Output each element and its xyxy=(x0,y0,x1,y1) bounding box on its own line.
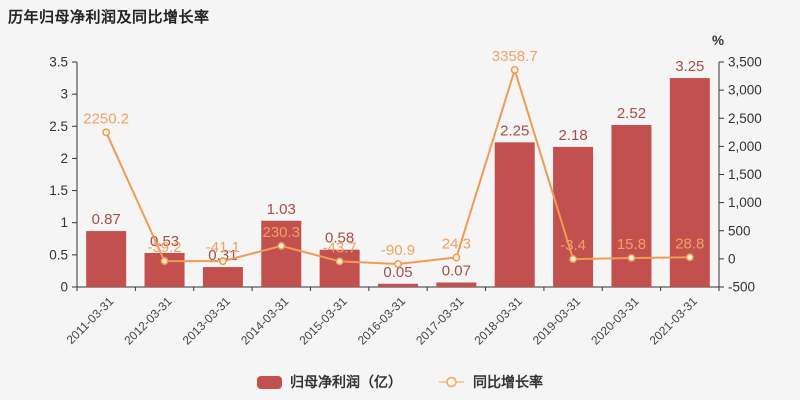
svg-text:2,000: 2,000 xyxy=(728,139,762,154)
line-value-label: -39.2 xyxy=(147,239,181,256)
bar-value-label: 0.05 xyxy=(383,264,412,281)
bar-value-label: 2.25 xyxy=(500,122,529,139)
x-axis: 2011-03-31 2012-03-31 2013-03-31 2014-03-31… xyxy=(64,287,720,348)
line-marker-2013-03-31 xyxy=(218,257,227,266)
line-value-label: 28.8 xyxy=(675,235,704,252)
line-value-label: 230.3 xyxy=(262,224,300,241)
legend-label-growth-rate: 同比增长率 xyxy=(473,374,543,390)
bar-value-labels: 0.870.530.311.030.580.05 0.072.25 2.182.52… xyxy=(92,58,705,281)
svg-text:1.5: 1.5 xyxy=(49,183,68,198)
x-tick-label: 2018-03-31 xyxy=(472,294,526,348)
line-value-labels: 2250.2 -39.2 -41.1 230.3 -43.7 -90.9 24.3 3358.… xyxy=(83,48,704,259)
x-tick-label: 2017-03-31 xyxy=(413,294,467,348)
svg-text:0: 0 xyxy=(60,280,68,295)
svg-text:0.5: 0.5 xyxy=(49,247,68,262)
svg-text:3.5: 3.5 xyxy=(49,55,68,70)
line-marker-2015-03-31 xyxy=(335,257,344,266)
svg-text:2.5: 2.5 xyxy=(49,119,68,134)
x-tick-label: 2019-03-31 xyxy=(530,294,584,348)
line-value-label: -43.7 xyxy=(323,239,357,256)
svg-text:2: 2 xyxy=(60,151,68,166)
svg-text:2,500: 2,500 xyxy=(728,111,762,126)
line-marker-2020-03-31 xyxy=(627,254,636,262)
line-value-label: 24.3 xyxy=(442,236,471,253)
left-axis: 0 0.5 1 1.5 2 2.5 3 3.5 xyxy=(49,55,77,295)
bar-value-label: 0.87 xyxy=(92,211,121,228)
svg-text:-500: -500 xyxy=(728,280,755,295)
bar-2021-03-31 xyxy=(669,78,710,287)
legend-item-net-profit[interactable]: 归母净利润（亿） xyxy=(257,372,402,392)
bar-2016-03-31 xyxy=(378,283,418,287)
line-value-label: 15.8 xyxy=(617,236,646,253)
svg-text:1,000: 1,000 xyxy=(728,195,762,210)
line-marker-2021-03-31 xyxy=(685,253,694,262)
svg-text:500: 500 xyxy=(728,223,751,238)
svg-text:1: 1 xyxy=(60,215,68,230)
x-tick-label: 2012-03-31 xyxy=(121,294,175,348)
svg-text:3: 3 xyxy=(60,87,68,102)
x-tick-label: 2015-03-31 xyxy=(296,294,350,348)
svg-text:1,500: 1,500 xyxy=(728,167,762,182)
line-marker-2019-03-31 xyxy=(569,255,578,264)
line-value-label: -3.4 xyxy=(560,237,586,254)
bar-2018-03-31 xyxy=(494,142,535,287)
legend-item-growth-rate[interactable]: 同比增长率 xyxy=(438,372,543,392)
bar-series-swatch-icon xyxy=(257,375,282,389)
x-tick-label: 2011-03-31 xyxy=(64,294,117,347)
bar-value-label: 0.07 xyxy=(442,263,471,280)
bar-2020-03-31 xyxy=(611,125,652,287)
line-marker-2016-03-31 xyxy=(394,260,402,268)
bar-value-label: 2.52 xyxy=(617,105,646,122)
legend-label-net-profit: 归母净利润（亿） xyxy=(290,374,402,390)
line-marker-2018-03-31 xyxy=(510,65,519,74)
bar-value-label: 3.25 xyxy=(675,58,704,75)
line-marker-2011-03-31 xyxy=(102,128,111,137)
right-axis-unit: % xyxy=(712,33,724,48)
line-marker-2014-03-31 xyxy=(277,241,286,250)
line-series-marker-icon xyxy=(439,376,464,388)
bar-value-label: 0.58 xyxy=(325,230,354,247)
x-tick-label: 2021-03-31 xyxy=(647,294,701,348)
legend: 归母净利润（亿） 同比增长率 xyxy=(0,372,800,392)
x-tick-label: 2013-03-31 xyxy=(180,294,234,348)
line-marker-2017-03-31 xyxy=(452,253,461,262)
bar-value-label: 1.03 xyxy=(267,201,296,218)
line-marker-2012-03-31 xyxy=(160,257,169,266)
line-value-label: 2250.2 xyxy=(83,110,129,127)
svg-text:3,500: 3,500 xyxy=(728,55,762,70)
bar-2014-03-31 xyxy=(261,220,302,287)
bar-2015-03-31 xyxy=(319,249,360,287)
x-tick-label: 2020-03-31 xyxy=(588,294,642,348)
x-tick-label: 2014-03-31 xyxy=(238,294,292,348)
right-axis: -500 0 500 1,000 1,500 2,000 2,500 3,000 3,500% xyxy=(712,33,762,295)
bar-2011-03-31 xyxy=(86,231,127,287)
chart-title: 历年归母净利润及同比增长率 xyxy=(8,9,210,26)
bar-2013-03-31 xyxy=(202,267,243,287)
svg-text:3,000: 3,000 xyxy=(728,83,762,98)
x-tick-label: 2016-03-31 xyxy=(355,294,409,348)
bar-2017-03-31 xyxy=(436,282,477,287)
line-value-label: -90.9 xyxy=(381,242,415,259)
line-value-label: 3358.7 xyxy=(492,48,538,65)
svg-text:0: 0 xyxy=(728,251,736,266)
bar-value-label: 2.18 xyxy=(558,127,587,144)
line-value-label: -41.1 xyxy=(206,239,240,256)
line-series-growth-rate xyxy=(102,65,694,268)
